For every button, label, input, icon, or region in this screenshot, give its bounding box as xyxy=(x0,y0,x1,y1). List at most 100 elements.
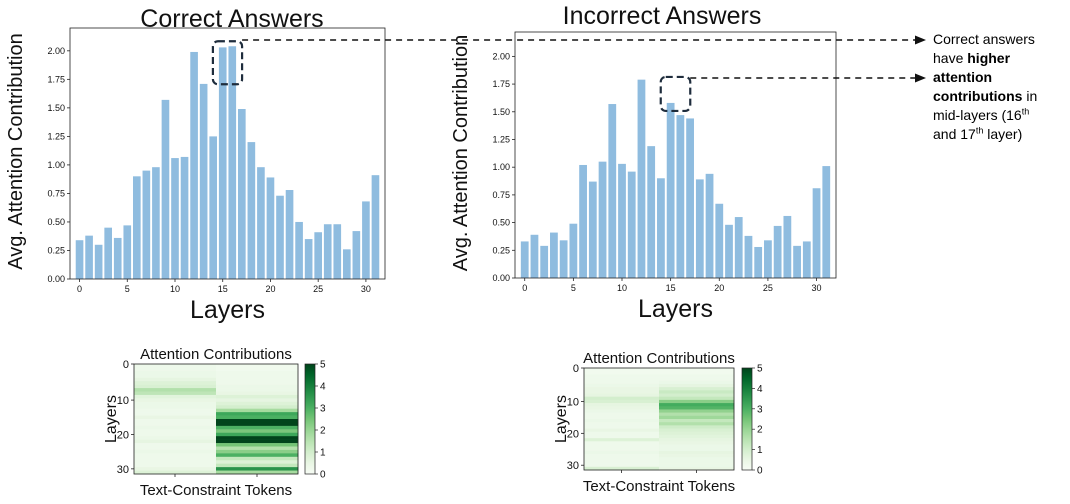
arrow-head xyxy=(915,73,926,83)
heatmap-cell xyxy=(659,457,735,461)
y-axis-label: Avg. Attention Contribution xyxy=(450,35,472,271)
heatmap-cell xyxy=(216,467,299,471)
bar-layer-3 xyxy=(104,227,112,279)
bar-layer-13 xyxy=(647,146,656,278)
bar-layer-12 xyxy=(190,51,198,279)
heatmap-cell xyxy=(659,399,735,404)
heatmap-cell xyxy=(216,394,299,399)
bar-layer-25 xyxy=(764,240,772,278)
heatmap-cell xyxy=(216,419,299,423)
annotation-line: Correct answers xyxy=(933,31,1035,47)
chart-title: Correct Answers xyxy=(140,5,323,33)
heatmap-cell xyxy=(134,401,217,406)
y-tick-label: 0 xyxy=(573,363,579,375)
heatmap-cell xyxy=(584,444,660,448)
bar-layer-20 xyxy=(266,177,275,279)
heatmap-cell xyxy=(216,388,299,392)
y-tick-label: 2.00 xyxy=(492,51,510,61)
bar-layer-5 xyxy=(569,223,578,278)
annotation-line: have xyxy=(933,50,968,66)
bar-layer-31 xyxy=(822,166,831,278)
y-tick-label: 0.25 xyxy=(47,245,65,255)
heatmap-cell xyxy=(584,399,660,404)
heatmap-cell xyxy=(134,432,217,437)
heatmap-cell xyxy=(134,467,217,471)
heatmap-cell xyxy=(134,449,217,454)
annotation-bold: attention xyxy=(933,69,993,85)
heatmap-cell xyxy=(659,438,735,442)
heatmap-cell xyxy=(216,412,299,416)
bar-layer-16 xyxy=(676,115,685,278)
heatmap-cell xyxy=(134,463,217,468)
annotation-sup: th xyxy=(975,125,984,136)
bar-layer-21 xyxy=(276,195,284,279)
annotation-line: in xyxy=(1022,88,1038,104)
heatmap-cell xyxy=(659,428,735,433)
bar-layer-29 xyxy=(352,231,361,279)
bar-layer-21 xyxy=(725,224,733,278)
colorbar-tick-label: 5 xyxy=(757,364,763,375)
y-tick-label: 30 xyxy=(117,464,129,476)
heatmap-cell xyxy=(134,443,217,447)
y-tick-label: 1.75 xyxy=(47,74,65,84)
heatmap-cell xyxy=(584,374,660,378)
heatmap-cell xyxy=(584,396,660,401)
bar-layer-17 xyxy=(238,109,246,279)
y-tick-label: 1.75 xyxy=(492,79,510,89)
y-tick-label: 0.25 xyxy=(492,245,510,255)
heatmap-cell xyxy=(584,368,660,372)
y-tick-label: 0 xyxy=(123,359,129,371)
bar-layer-24 xyxy=(304,239,313,279)
heatmap-cell xyxy=(584,419,660,423)
x-tick-label: 30 xyxy=(812,283,822,293)
heatmap-cell xyxy=(134,381,217,385)
heatmap-cell xyxy=(134,367,217,372)
heatmap-cell xyxy=(584,380,660,385)
bar-layer-9 xyxy=(161,99,170,279)
highlight-box xyxy=(211,40,244,86)
annotation-text: Correct answers have higher attention co… xyxy=(933,30,1070,144)
bar-layer-30 xyxy=(362,201,370,279)
x-axis-label: Text-Constraint Tokens xyxy=(140,482,292,499)
x-axis-label: Text-Constraint Tokens xyxy=(583,478,735,495)
heatmap-cell xyxy=(134,446,217,451)
y-tick-label: 30 xyxy=(567,460,579,472)
heatmap-cell xyxy=(134,394,217,399)
chart-title: Incorrect Answers xyxy=(563,2,762,30)
bar-layer-11 xyxy=(627,171,636,278)
heatmap-cell xyxy=(216,370,299,375)
heatmap-cell xyxy=(134,456,217,461)
heatmap-cell xyxy=(216,364,299,368)
bar-layer-1 xyxy=(85,235,93,279)
heatmap-cell xyxy=(134,460,217,464)
y-tick-label: 0.00 xyxy=(47,274,65,284)
heatmap-cell xyxy=(584,457,660,461)
bar-layer-9 xyxy=(608,104,617,278)
y-tick-label: 1.50 xyxy=(47,103,65,113)
bar-layer-8 xyxy=(152,167,160,279)
bar-layer-17 xyxy=(686,118,694,278)
bar-layer-14 xyxy=(209,136,217,279)
bar-layer-28 xyxy=(793,245,801,278)
bar-layer-8 xyxy=(598,161,607,278)
heatmap-cell xyxy=(659,377,735,382)
colorbar-tick-label: 1 xyxy=(757,445,763,456)
bar-layer-10 xyxy=(171,158,179,279)
bar-layer-2 xyxy=(94,244,103,279)
y-tick-label: 20 xyxy=(567,428,579,440)
incorrect-answers-bar-chart: 0.00 0.25 0.50 0.75 1.00 1.25 1.50 1.75 2.00 0 5 10… xyxy=(450,2,837,323)
bar-layer-11 xyxy=(180,156,189,279)
heatmap-cell xyxy=(584,371,660,375)
bar-layer-20 xyxy=(715,203,724,278)
heatmap-cell xyxy=(659,441,735,445)
x-tick-label: 0 xyxy=(77,284,82,294)
heatmap-cell xyxy=(216,446,299,451)
heatmap-title: Attention Contributions xyxy=(140,346,292,363)
heatmap-cell xyxy=(134,415,217,420)
heatmap-cell xyxy=(216,456,299,461)
y-tick-label: 1.00 xyxy=(492,162,510,172)
heatmap-cell xyxy=(659,412,735,417)
heatmap-cell xyxy=(659,431,735,436)
bar-layer-22 xyxy=(285,190,294,279)
heatmap-cell xyxy=(584,466,660,471)
